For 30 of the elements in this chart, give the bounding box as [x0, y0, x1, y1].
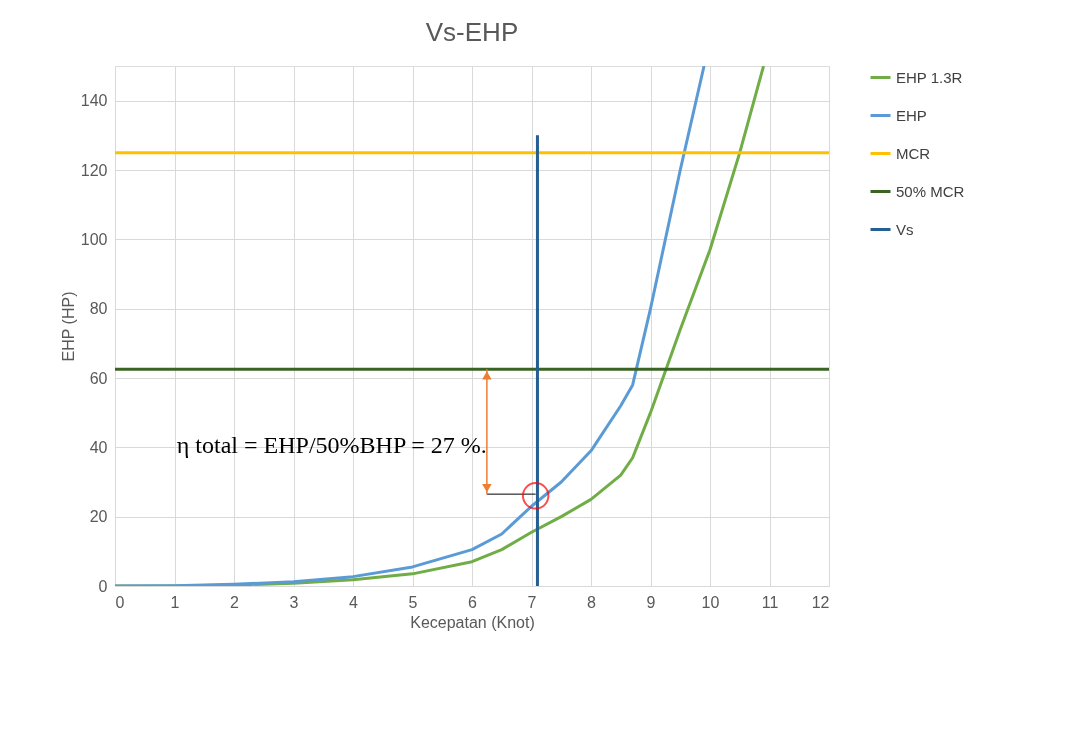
chart-title: Vs-EHP: [425, 17, 519, 47]
y-tick-label: 20: [89, 508, 108, 526]
x-tick-label: 12: [811, 593, 830, 611]
x-tick-label: 1: [170, 593, 180, 611]
y-tick-label: 0: [98, 577, 108, 595]
legend-label: EHP 1.3R: [896, 68, 963, 86]
x-axis-title: Kecepatan (Knot): [410, 613, 535, 631]
y-tick-label: 60: [89, 369, 108, 387]
x-tick-label: 0: [115, 593, 125, 611]
legend-label: Vs: [896, 220, 914, 238]
y-tick-label: 140: [80, 92, 108, 110]
x-tick-label: 10: [701, 593, 720, 611]
annotation: η total = EHP/50%BHP = 27 %.: [176, 432, 487, 459]
x-tick-label: 6: [468, 593, 478, 611]
y-axis-title: EHP (HP): [59, 291, 77, 362]
x-tick-label: 3: [289, 593, 299, 611]
y-tick-label: 100: [80, 230, 108, 248]
x-tick-label: 5: [408, 593, 418, 611]
legend-label: 50% MCR: [896, 182, 965, 200]
x-tick-label: 4: [349, 593, 359, 611]
y-tick-label: 120: [80, 161, 108, 179]
y-tick-label: 40: [89, 438, 108, 456]
x-tick-label: 9: [646, 593, 656, 611]
x-tick-label: 7: [527, 593, 537, 611]
legend-label: MCR: [896, 144, 931, 162]
x-tick-label: 2: [230, 593, 240, 611]
x-tick-label: 11: [761, 593, 779, 611]
legend-label: EHP: [896, 106, 927, 124]
y-tick-label: 80: [89, 300, 108, 318]
x-tick-label: 8: [587, 593, 597, 611]
